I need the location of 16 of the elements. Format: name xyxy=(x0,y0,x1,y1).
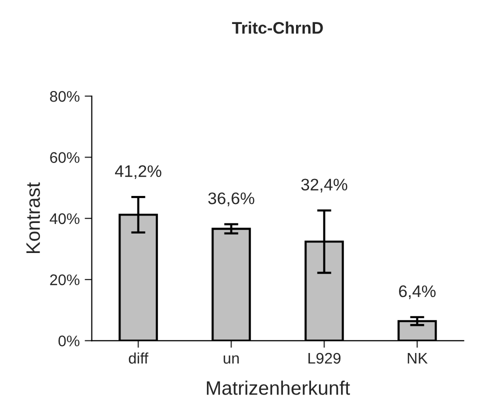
y-tick-label: 0% xyxy=(58,336,80,346)
data-label: 36,6% xyxy=(208,192,254,206)
y-tick-label: 40% xyxy=(50,213,80,224)
y-tick-label: 60% xyxy=(50,152,80,163)
y-tick-label: 20% xyxy=(50,274,80,286)
x-axis-title: Matrizenherkunft xyxy=(206,380,350,395)
x-tick-label: diff xyxy=(128,352,148,364)
x-tick-label: un xyxy=(224,355,239,364)
y-tick-label: 80% xyxy=(50,91,80,102)
x-tick-label: L929 xyxy=(308,352,340,364)
y-axis-title: Kontrast xyxy=(26,182,40,254)
chart-title: Tritc-ChrnD xyxy=(232,22,323,34)
data-label: 41,2% xyxy=(115,165,162,180)
data-label: 6,4% xyxy=(399,285,436,300)
x-tick-label: NK xyxy=(408,353,428,364)
data-label: 32,4% xyxy=(301,178,348,192)
